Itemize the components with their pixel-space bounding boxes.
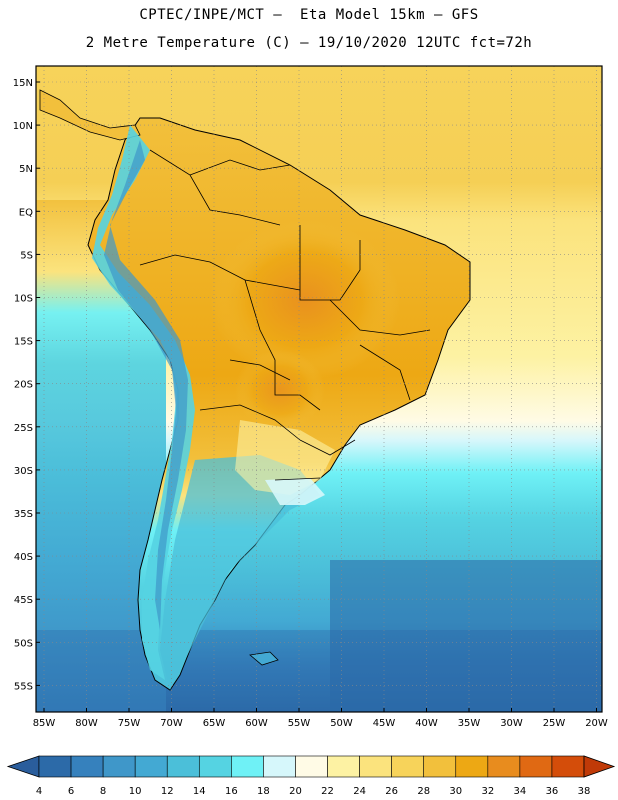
colorbar-label: 4 [36, 786, 42, 797]
lon-label: 35W [458, 718, 481, 729]
colorbar-segment [519, 755, 553, 778]
colorbar-label: 26 [385, 786, 398, 797]
lat-label: 5N [19, 164, 33, 175]
colorbar-label: 32 [481, 786, 494, 797]
colorbar-label: 34 [514, 786, 527, 797]
longitude-labels: 85W 80W 75W 70W 65W 60W 55W 50W 45W 40W 35W 30W 25W 2… [33, 708, 608, 729]
map-frame [35, 65, 603, 713]
lat-label: 45S [14, 595, 33, 606]
colorbar-label: 38 [578, 786, 591, 797]
lon-label: 25W [543, 718, 566, 729]
map-subtitle: 2 Metre Temperature (C) – 19/10/2020 12U… [85, 35, 533, 51]
colorbar-segment [391, 755, 425, 778]
colorbar-segment [263, 755, 296, 778]
colorbar-label: 28 [417, 786, 430, 797]
lon-label: 40W [415, 718, 438, 729]
country-borders [139, 149, 431, 481]
lat-label: 40S [14, 552, 33, 563]
colorbar-label: 24 [353, 786, 366, 797]
colorbar-segment [295, 755, 328, 778]
colorbar-under-arrow [6, 755, 40, 778]
lat-label: 15N [13, 78, 33, 89]
andes-cold-band [92, 125, 195, 680]
colorbar-segment [487, 755, 521, 778]
colorbar-label: 22 [321, 786, 334, 797]
colorbar-segment [231, 755, 264, 778]
colorbar-label: 8 [100, 786, 106, 797]
lon-label: 80W [75, 718, 98, 729]
colorbar-segment [38, 755, 72, 778]
lon-label: 50W [330, 718, 353, 729]
colorbar-segment [198, 755, 232, 778]
central-america-landmass [39, 89, 141, 141]
colorbar-label: 14 [193, 786, 206, 797]
lat-label: 50S [14, 638, 33, 649]
lat-label: EQ [19, 207, 33, 218]
colorbar-over-arrow [583, 755, 616, 778]
lon-label: 85W [33, 718, 56, 729]
latitude-labels: 15N 10N 5N EQ 5S 10S 15S 20S 25S 30S 35S 40S 45S 50S 5… [13, 78, 40, 692]
lat-label: 30S [14, 466, 33, 477]
colorbar-segment [327, 755, 360, 778]
colorbar-label: 16 [225, 786, 238, 797]
lon-label: 20W [585, 718, 608, 729]
map-title: CPTEC/INPE/MCT – Eta Model 15km – GFS [139, 7, 479, 23]
lon-label: 45W [373, 718, 396, 729]
colorbar-segment [102, 755, 136, 778]
lat-label: 55S [14, 681, 33, 692]
colorbar-label: 6 [68, 786, 74, 797]
lat-label: 10N [13, 121, 33, 132]
colorbar-label: 20 [289, 786, 302, 797]
colorbar-label: 12 [161, 786, 174, 797]
lon-label: 30W [500, 718, 523, 729]
colorbar-segment [166, 755, 200, 778]
lon-label: 60W [245, 718, 268, 729]
lat-label: 20S [14, 380, 33, 391]
colorbar: 4 6 8 10 12 14 16 18 20 22 24 26 28 30 32 34 36 38 [6, 755, 616, 797]
lat-label: 35S [14, 509, 33, 520]
lon-label: 75W [118, 718, 141, 729]
colorbar-segment [70, 755, 104, 778]
lat-label: 5S [20, 250, 33, 261]
colorbar-segment [423, 755, 457, 778]
lon-label: 70W [160, 718, 183, 729]
lat-label: 25S [14, 423, 33, 434]
colorbar-segment [551, 755, 585, 778]
colorbar-label: 30 [449, 786, 462, 797]
temperature-field [36, 66, 602, 712]
colorbar-label: 36 [546, 786, 559, 797]
colorbar-segment [134, 755, 168, 778]
colorbar-segment [359, 755, 392, 778]
colorbar-label: 18 [257, 786, 270, 797]
lat-label: 10S [14, 294, 33, 305]
lat-label: 15S [14, 337, 33, 348]
colorbar-label: 10 [129, 786, 142, 797]
lon-label: 65W [203, 718, 226, 729]
lon-label: 55W [288, 718, 311, 729]
colorbar-segment [455, 755, 489, 778]
